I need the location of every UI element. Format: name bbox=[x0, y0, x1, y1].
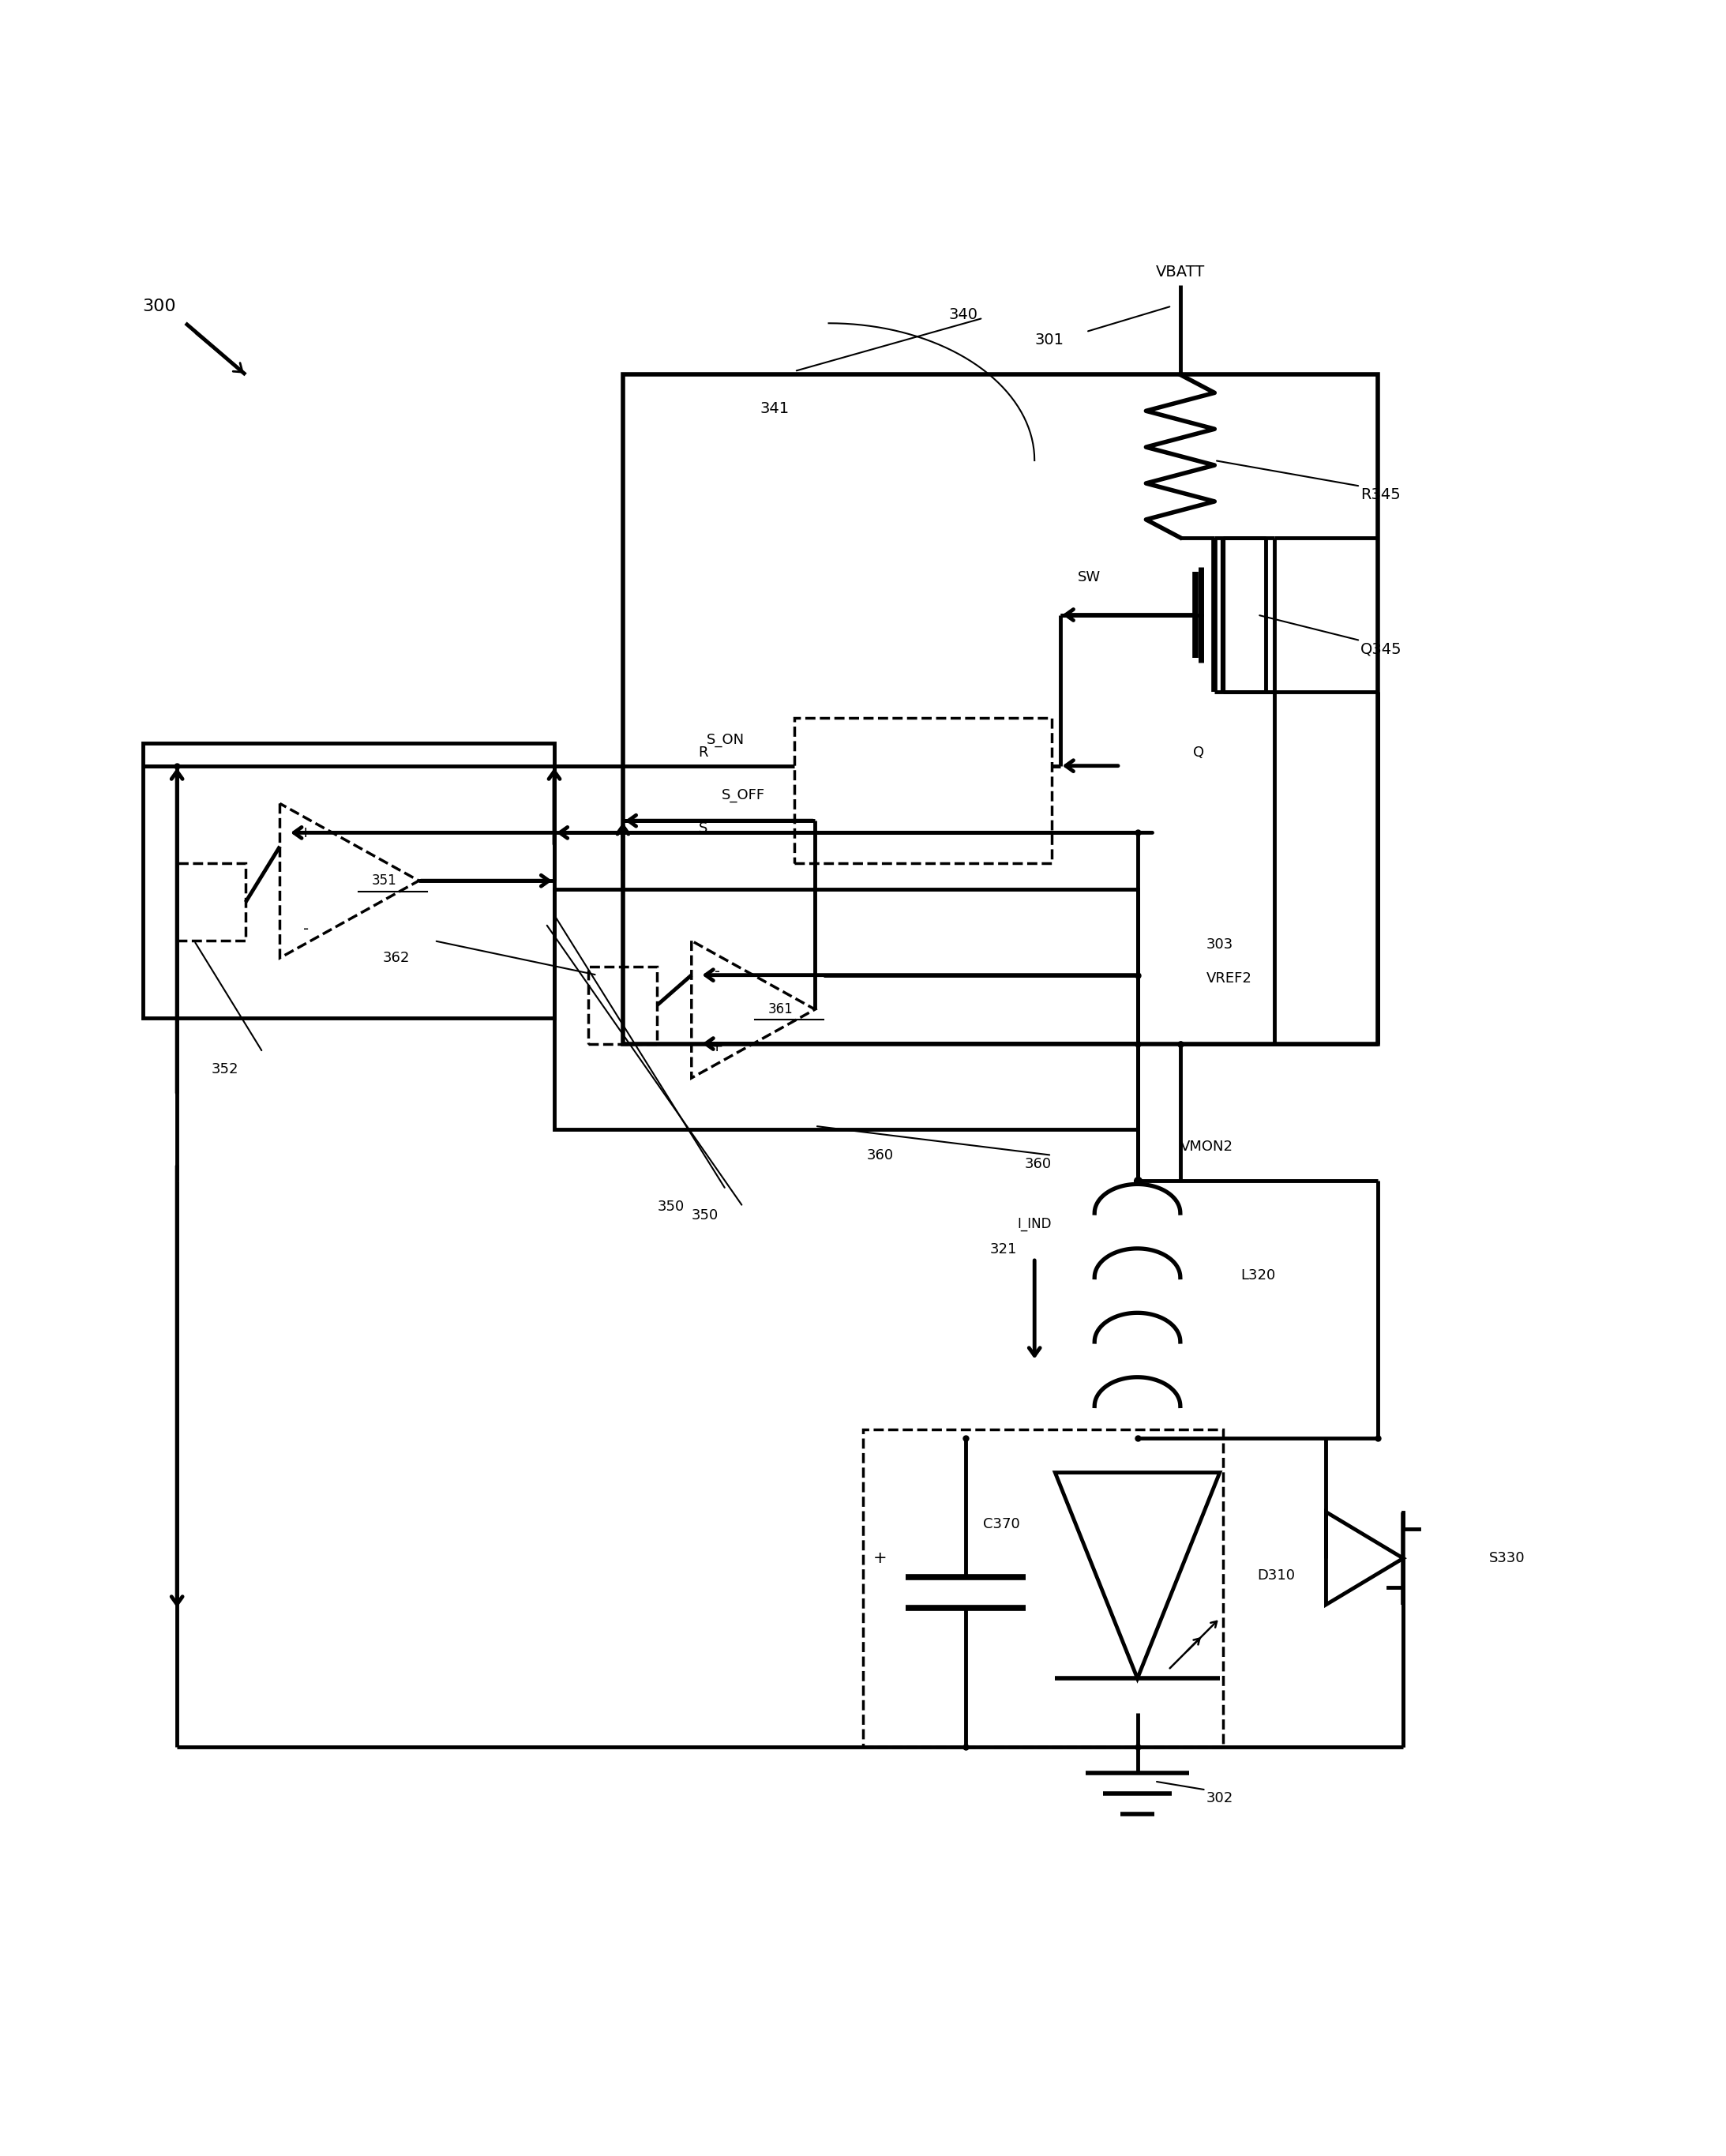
Text: 362: 362 bbox=[383, 951, 411, 966]
Text: L320: L320 bbox=[1241, 1268, 1276, 1283]
Text: R: R bbox=[697, 746, 708, 761]
Bar bbox=[863, 1429, 1224, 1746]
Text: C370: C370 bbox=[984, 1518, 1020, 1531]
Bar bbox=[143, 744, 554, 1018]
Bar bbox=[623, 375, 1377, 1044]
Text: +: + bbox=[299, 826, 312, 841]
Text: +: + bbox=[873, 1550, 887, 1565]
Text: 361: 361 bbox=[768, 1003, 794, 1015]
Text: R345: R345 bbox=[1360, 487, 1400, 502]
Text: SW: SW bbox=[1077, 569, 1101, 584]
Text: -: - bbox=[715, 964, 720, 979]
Bar bbox=[589, 966, 658, 1044]
Text: VREF2: VREF2 bbox=[1206, 972, 1251, 985]
Text: 302: 302 bbox=[1206, 1792, 1232, 1805]
Text: I_IND: I_IND bbox=[1017, 1216, 1051, 1231]
Text: D310: D310 bbox=[1258, 1567, 1294, 1583]
Text: +: + bbox=[711, 1039, 723, 1054]
Bar bbox=[794, 718, 1051, 865]
Bar bbox=[178, 865, 245, 940]
Text: 352: 352 bbox=[211, 1063, 238, 1076]
Text: Q: Q bbox=[1193, 746, 1203, 761]
Bar bbox=[554, 888, 1137, 1130]
Text: 303: 303 bbox=[1206, 938, 1232, 951]
Text: 350: 350 bbox=[658, 1199, 683, 1214]
Text: 360: 360 bbox=[866, 1149, 894, 1162]
Text: 341: 341 bbox=[759, 401, 789, 416]
Text: 300: 300 bbox=[143, 298, 176, 315]
Text: -: - bbox=[302, 921, 309, 936]
Text: 301: 301 bbox=[1034, 332, 1063, 347]
Text: S330: S330 bbox=[1490, 1550, 1526, 1565]
Text: 350: 350 bbox=[692, 1207, 718, 1222]
Text: VBATT: VBATT bbox=[1156, 265, 1205, 280]
Text: VMON2: VMON2 bbox=[1181, 1141, 1232, 1153]
Text: 321: 321 bbox=[991, 1242, 1017, 1257]
Text: S_ON: S_ON bbox=[708, 733, 746, 748]
Text: S_OFF: S_OFF bbox=[721, 787, 765, 802]
Text: 360: 360 bbox=[1025, 1156, 1051, 1171]
Text: Q345: Q345 bbox=[1360, 642, 1402, 658]
Text: 351: 351 bbox=[373, 873, 397, 888]
Text: 340: 340 bbox=[949, 306, 979, 321]
Text: S: S bbox=[699, 821, 708, 837]
